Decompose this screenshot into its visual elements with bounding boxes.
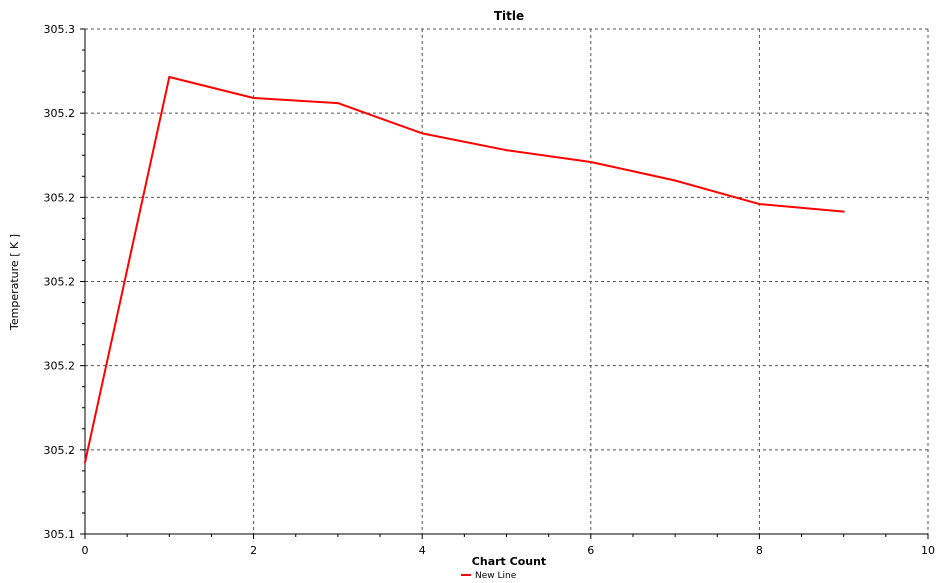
x-axis-ticks: 0 2 4 6 8 10 [82,534,935,557]
y-tick-label: 305.2 [44,191,76,204]
y-axis-ticks: 305.1 305.2 305.2 305.2 305.2 305.2 305.3 [44,23,85,541]
y-tick-label: 305.2 [44,107,76,120]
y-axis-label: Temperature [ K ] [8,234,21,331]
x-tick-label: 10 [921,544,935,557]
data-point [336,102,339,105]
x-axis-label: Chart Count [472,555,546,568]
y-tick-label: 305.1 [44,528,76,541]
x-tick-label: 2 [250,544,257,557]
data-point [589,160,592,163]
y-tick-label: 305.3 [44,23,76,36]
data-point [842,210,845,213]
grid [84,28,929,535]
x-tick-label: 0 [82,544,89,557]
x-tick-label: 4 [419,544,426,557]
x-tick-label: 6 [587,544,594,557]
data-point [674,179,677,182]
data-point [505,149,508,152]
series-layer [84,75,845,464]
data-point [84,461,86,464]
chart-title: Title [494,9,524,23]
data-point [758,203,761,206]
x-tick-label: 8 [756,544,763,557]
legend: New Line [461,571,517,581]
series-line-new-line [84,75,844,463]
y-tick-label: 305.2 [44,444,76,457]
legend-label-new-line: New Line [475,571,517,581]
y-tick-label: 305.2 [44,276,76,289]
data-point [252,97,255,100]
data-point [421,132,424,135]
data-point [168,75,171,78]
y-tick-label: 305.2 [44,360,76,373]
